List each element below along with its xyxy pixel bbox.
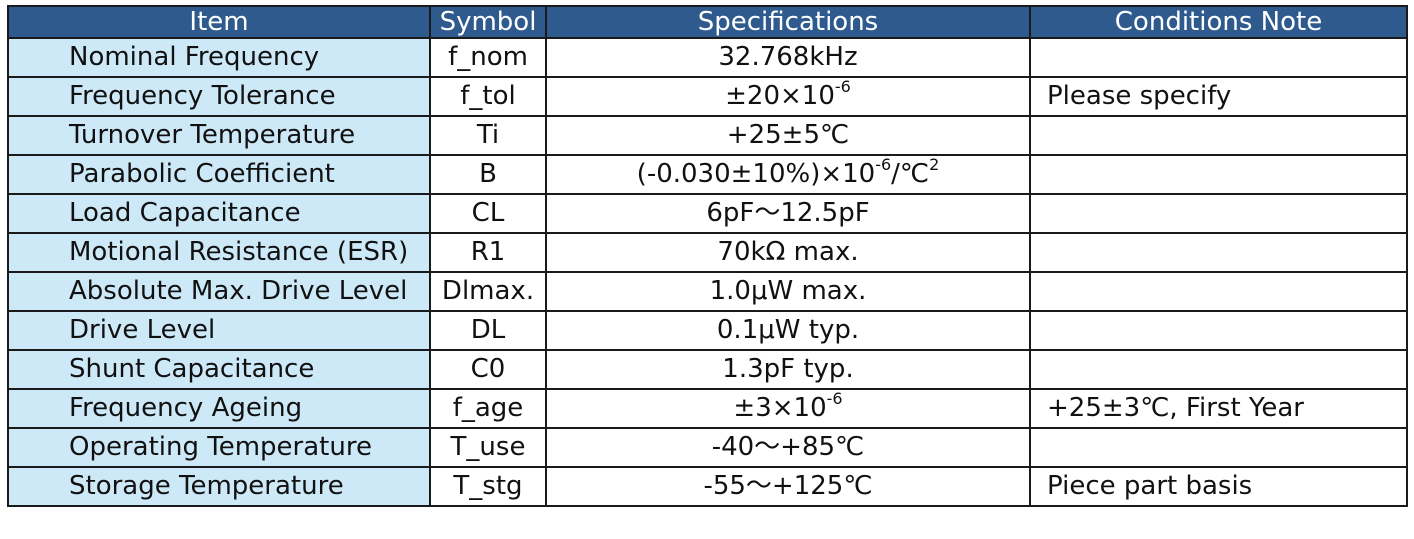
note-cell [1029, 349, 1408, 390]
symbol-cell: T_use [429, 427, 547, 468]
header-item: Item [7, 5, 431, 39]
symbol-cell: DL [429, 310, 547, 351]
item-cell: Frequency Tolerance [7, 76, 431, 117]
table-row: Shunt Capacitance C0 1.3pF typ. [7, 349, 1408, 390]
table-row: Frequency Tolerance f_tol ±20×10-6 Pleas… [7, 76, 1408, 117]
item-cell: Drive Level [7, 310, 431, 351]
item-cell: Motional Resistance (ESR) [7, 232, 431, 273]
spec-exponent: -6 [875, 155, 892, 174]
item-cell: Storage Temperature [7, 466, 431, 507]
symbol-cell: T_stg [429, 466, 547, 507]
spec-cell: ±20×10-6 [545, 76, 1031, 117]
specifications-table: Item Symbol Specifications Conditions No… [7, 5, 1408, 507]
symbol-cell: R1 [429, 232, 547, 273]
symbol-cell: f_age [429, 388, 547, 429]
spec-exponent-2: 2 [929, 155, 940, 174]
table-row: Operating Temperature T_use -40～+85℃ [7, 427, 1408, 468]
item-cell: Load Capacitance [7, 193, 431, 234]
spec-cell: ±3×10-6 [545, 388, 1031, 429]
item-cell: Turnover Temperature [7, 115, 431, 156]
symbol-cell: Ti [429, 115, 547, 156]
spec-cell: 1.0μW max. [545, 271, 1031, 312]
table-row: Storage Temperature T_stg -55～+125℃ Piec… [7, 466, 1408, 507]
table-row: Absolute Max. Drive Level Dlmax. 1.0μW m… [7, 271, 1408, 312]
item-cell: Operating Temperature [7, 427, 431, 468]
item-cell: Frequency Ageing [7, 388, 431, 429]
table-row: Load Capacitance CL 6pF～12.5pF [7, 193, 1408, 234]
spec-cell: +25±5℃ [545, 115, 1031, 156]
table-header-row: Item Symbol Specifications Conditions No… [7, 5, 1408, 39]
note-cell: Piece part basis [1029, 466, 1408, 507]
symbol-cell: B [429, 154, 547, 195]
spec-cell: -55～+125℃ [545, 466, 1031, 507]
table-row: Parabolic Coefficient B (-0.030±10%)×10-… [7, 154, 1408, 195]
note-cell [1029, 271, 1408, 312]
spec-text: ±3×10 [733, 393, 827, 423]
spec-text: (-0.030±10%)×10 [636, 159, 876, 189]
table-row: Drive Level DL 0.1μW typ. [7, 310, 1408, 351]
header-conditions-note: Conditions Note [1029, 5, 1408, 39]
table-row: Nominal Frequency f_nom 32.768kHz [7, 37, 1408, 78]
spec-text: ±20×10 [725, 81, 835, 111]
item-cell: Nominal Frequency [7, 37, 431, 78]
note-cell [1029, 232, 1408, 273]
header-specifications: Specifications [545, 5, 1031, 39]
note-cell [1029, 193, 1408, 234]
item-cell: Parabolic Coefficient [7, 154, 431, 195]
spec-cell: 32.768kHz [545, 37, 1031, 78]
symbol-cell: C0 [429, 349, 547, 390]
note-cell [1029, 154, 1408, 195]
item-cell: Absolute Max. Drive Level [7, 271, 431, 312]
table-row: Motional Resistance (ESR) R1 70kΩ max. [7, 232, 1408, 273]
spec-unit: /℃ [891, 159, 930, 189]
spec-cell: (-0.030±10%)×10-6/℃2 [545, 154, 1031, 195]
note-cell: +25±3℃, First Year [1029, 388, 1408, 429]
symbol-cell: CL [429, 193, 547, 234]
spec-cell: 1.3pF typ. [545, 349, 1031, 390]
spec-exponent: -6 [826, 389, 843, 408]
note-cell: Please specify [1029, 76, 1408, 117]
note-cell [1029, 37, 1408, 78]
spec-cell: 6pF～12.5pF [545, 193, 1031, 234]
table-row: Turnover Temperature Ti +25±5℃ [7, 115, 1408, 156]
spec-cell: 70kΩ max. [545, 232, 1031, 273]
header-symbol: Symbol [429, 5, 547, 39]
note-cell [1029, 310, 1408, 351]
note-cell [1029, 115, 1408, 156]
note-cell [1029, 427, 1408, 468]
table-row: Frequency Ageing f_age ±3×10-6 +25±3℃, F… [7, 388, 1408, 429]
spec-cell: -40～+85℃ [545, 427, 1031, 468]
spec-exponent: -6 [834, 77, 851, 96]
spec-cell: 0.1μW typ. [545, 310, 1031, 351]
item-cell: Shunt Capacitance [7, 349, 431, 390]
symbol-cell: f_nom [429, 37, 547, 78]
symbol-cell: f_tol [429, 76, 547, 117]
symbol-cell: Dlmax. [429, 271, 547, 312]
